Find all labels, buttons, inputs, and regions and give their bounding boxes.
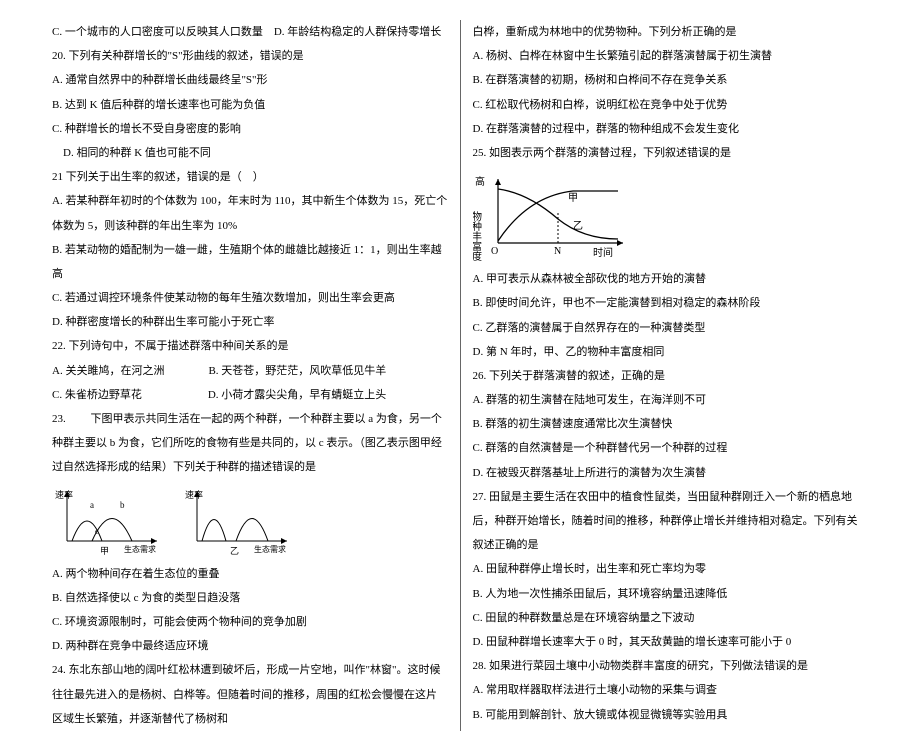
axis-y-label: 速率	[55, 489, 73, 500]
q25-figure: 高 物种丰富度 甲 乙 N O 时间	[473, 171, 869, 261]
q27-d: D. 田鼠种群增长速率大于 0 时，其天敌黄鼬的增长速率可能小于 0	[473, 630, 869, 654]
q28-b: B. 可能用到解剖针、放大镜或体视显微镜等实验用具	[473, 703, 869, 727]
q20-a: A. 通常自然界中的种群增长曲线最终呈"S"形	[52, 68, 448, 92]
q21-d: D. 种群密度增长的种群出生率可能小于死亡率	[52, 310, 448, 334]
q28-stem: 28. 如果进行菜园土壤中小动物类群丰富度的研究，下列做法错误的是	[473, 654, 869, 678]
axis-x-label: 生态需求	[124, 544, 156, 554]
axis-y-label-2: 速率	[185, 489, 203, 500]
q22-ab: A. 关关雎鸠，在河之洲 B. 天苍苍，野茫茫，风吹草低见牛羊	[52, 359, 448, 383]
q20-stem: 20. 下列有关种群增长的"S"形曲线的叙述，错误的是	[52, 44, 448, 68]
curve-b-label: b	[120, 500, 125, 510]
q26-a: A. 群落的初生演替在陆地可发生，在海洋则不可	[473, 388, 869, 412]
q21-stem: 21 下列关于出生率的叙述，错误的是（ ）	[52, 165, 448, 189]
q24-a: A. 杨树、白桦在林窗中生长繁殖引起的群落演替属于初生演替	[473, 44, 869, 68]
curve-a-label: a	[90, 500, 94, 510]
q25-graph: 高 物种丰富度 甲 乙 N O 时间	[473, 171, 633, 261]
q22-cd: C. 朱雀桥边野草花 D. 小荷才露尖尖角，早有蜻蜓立上头	[52, 383, 448, 407]
page-columns: C. 一个城市的人口密度可以反映其人口数量 D. 年龄结构稳定的人群保持零增长 …	[40, 20, 880, 731]
q23-graph-jia: 速率 a b c 甲 生态需求	[52, 486, 162, 556]
q23-graph-yi: 速率 乙 生态需求	[182, 486, 292, 556]
q25-c: C. 乙群落的演替属于自然界存在的一种演替类型	[473, 316, 869, 340]
graph-yi-label: 乙	[230, 546, 239, 556]
q26-d: D. 在被毁灭群落基址上所进行的演替为次生演替	[473, 461, 869, 485]
q26-c: C. 群落的自然演替是一个种群替代另一个种群的过程	[473, 436, 869, 460]
q21-c: C. 若通过调控环境条件使某动物的每年生殖次数增加，则出生率会更高	[52, 286, 448, 310]
graph-jia-label: 甲	[100, 546, 109, 556]
q21-a: A. 若某种群年初时的个体数为 100，年末时为 110，其中新生个体数为 15…	[52, 189, 448, 237]
q25-xlabel: 时间	[593, 246, 613, 259]
q20-b: B. 达到 K 值后种群的增长速率也可能为负值	[52, 93, 448, 117]
q27-stem: 27. 田鼠是主要生活在农田中的植食性鼠类，当田鼠种群刚迁入一个新的栖息地后，种…	[473, 485, 869, 558]
left-column: C. 一个城市的人口密度可以反映其人口数量 D. 年龄结构稳定的人群保持零增长 …	[40, 20, 461, 731]
q27-b: B. 人为地一次性捕杀田鼠后，其环境容纳量迅速降低	[473, 582, 869, 606]
q25-stem: 25. 如图表示两个群落的演替过程，下列叙述错误的是	[473, 141, 869, 165]
q23-stem: 23. 下图甲表示共同生活在一起的两个种群，一个种群主要以 a 为食，另一个种群…	[52, 407, 448, 480]
q26-stem: 26. 下列关于群落演替的叙述，正确的是	[473, 364, 869, 388]
q23-c: C. 环境资源限制时，可能会使两个物种间的竞争加剧	[52, 610, 448, 634]
q25-yi: 乙	[573, 220, 583, 232]
q23-a: A. 两个物种间存在着生态位的重叠	[52, 562, 448, 586]
q25-jia: 甲	[568, 193, 578, 204]
q25-o: O	[491, 246, 498, 257]
curve-c-label: c	[95, 527, 99, 536]
q25-ylabel: 物种丰富度	[473, 210, 482, 261]
q26-b: B. 群落的初生演替速度通常比次生演替快	[473, 412, 869, 436]
q21-b: B. 若某动物的婚配制为一雄一雌，生殖期个体的雌雄比越接近 1：1，则出生率越高	[52, 238, 448, 286]
q20-c: C. 种群增长的增长不受自身密度的影响	[52, 117, 448, 141]
q23-b: B. 自然选择使以 c 为食的类型日趋没落	[52, 586, 448, 610]
q19-options-cd: C. 一个城市的人口密度可以反映其人口数量 D. 年龄结构稳定的人群保持零增长	[52, 20, 448, 44]
q24-b: B. 在群落演替的初期，杨树和白桦间不存在竞争关系	[473, 68, 869, 92]
q24-d: D. 在群落演替的过程中，群落的物种组成不会发生变化	[473, 117, 869, 141]
q25-d: D. 第 N 年时，甲、乙的物种丰富度相同	[473, 340, 869, 364]
q25-a: A. 甲可表示从森林被全部砍伐的地方开始的演替	[473, 267, 869, 291]
q23-figure: 速率 a b c 甲 生态需求 速率 乙 生态需求	[52, 486, 448, 556]
q22-stem: 22. 下列诗句中，不属于描述群落中种间关系的是	[52, 334, 448, 358]
right-column: 白桦，重新成为林地中的优势物种。下列分析正确的是 A. 杨树、白桦在林窗中生长繁…	[461, 20, 881, 731]
q25-n: N	[554, 246, 561, 257]
q20-d: D. 相同的种群 K 值也可能不同	[52, 141, 448, 165]
q25-b: B. 即使时间允许，甲也不一定能演替到相对稳定的森林阶段	[473, 291, 869, 315]
axis-x-label-2: 生态需求	[254, 544, 286, 554]
q28-a: A. 常用取样器取样法进行土壤小动物的采集与调查	[473, 678, 869, 702]
q24-stem: 24. 东北东部山地的阔叶红松林遭到破坏后，形成一片空地，叫作"林窗"。这时候往…	[52, 658, 448, 731]
q27-c: C. 田鼠的种群数量总是在环境容纳量之下波动	[473, 606, 869, 630]
q24-c: C. 红松取代杨树和白桦，说明红松在竞争中处于优势	[473, 93, 869, 117]
q25-hi: 高	[475, 175, 485, 188]
q27-a: A. 田鼠种群停止增长时，出生率和死亡率均为零	[473, 557, 869, 581]
q24-cont: 白桦，重新成为林地中的优势物种。下列分析正确的是	[473, 20, 869, 44]
